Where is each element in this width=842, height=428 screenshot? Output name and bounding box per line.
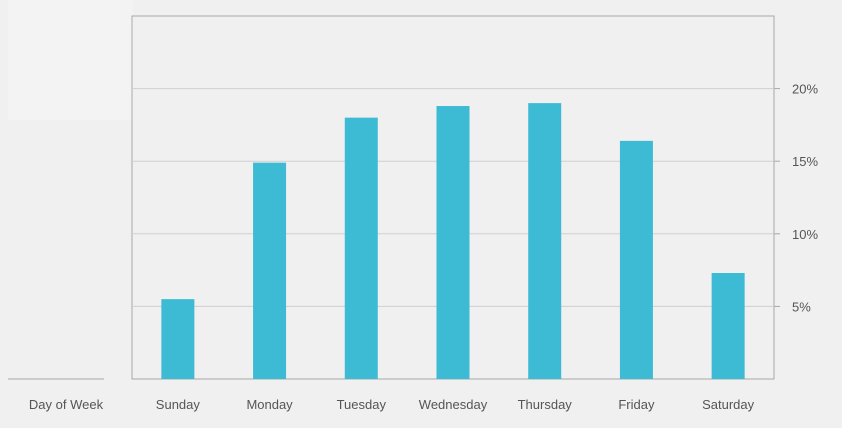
left-panel (8, 0, 133, 120)
bar-thursday (528, 103, 562, 380)
bars (161, 103, 745, 380)
bar-friday (619, 140, 653, 379)
y-tick-label: 10% (792, 227, 818, 242)
x-tick-label: Tuesday (337, 397, 387, 412)
x-tick-label: Thursday (518, 397, 573, 412)
x-tick-label: Monday (246, 397, 293, 412)
x-tick-label: Friday (618, 397, 655, 412)
bar-saturday (711, 273, 745, 379)
x-tick-label: Saturday (702, 397, 755, 412)
bar-sunday (161, 299, 195, 379)
y-tick-labels: 5% 10% 15% 20% (792, 82, 818, 315)
x-tick-label: Wednesday (419, 397, 488, 412)
bar-wednesday (436, 106, 470, 380)
y-tick-label: 5% (792, 299, 811, 314)
bar-monday (253, 162, 287, 379)
x-axis-title: Day of Week (29, 397, 104, 412)
y-tick-label: 20% (792, 82, 818, 97)
x-tick-labels: Sunday Monday Tuesday Wednesday Thursday Frid… (156, 397, 755, 412)
x-tick-label: Sunday (156, 397, 201, 412)
bar-tuesday (344, 117, 378, 379)
y-tick-label: 15% (792, 154, 818, 169)
